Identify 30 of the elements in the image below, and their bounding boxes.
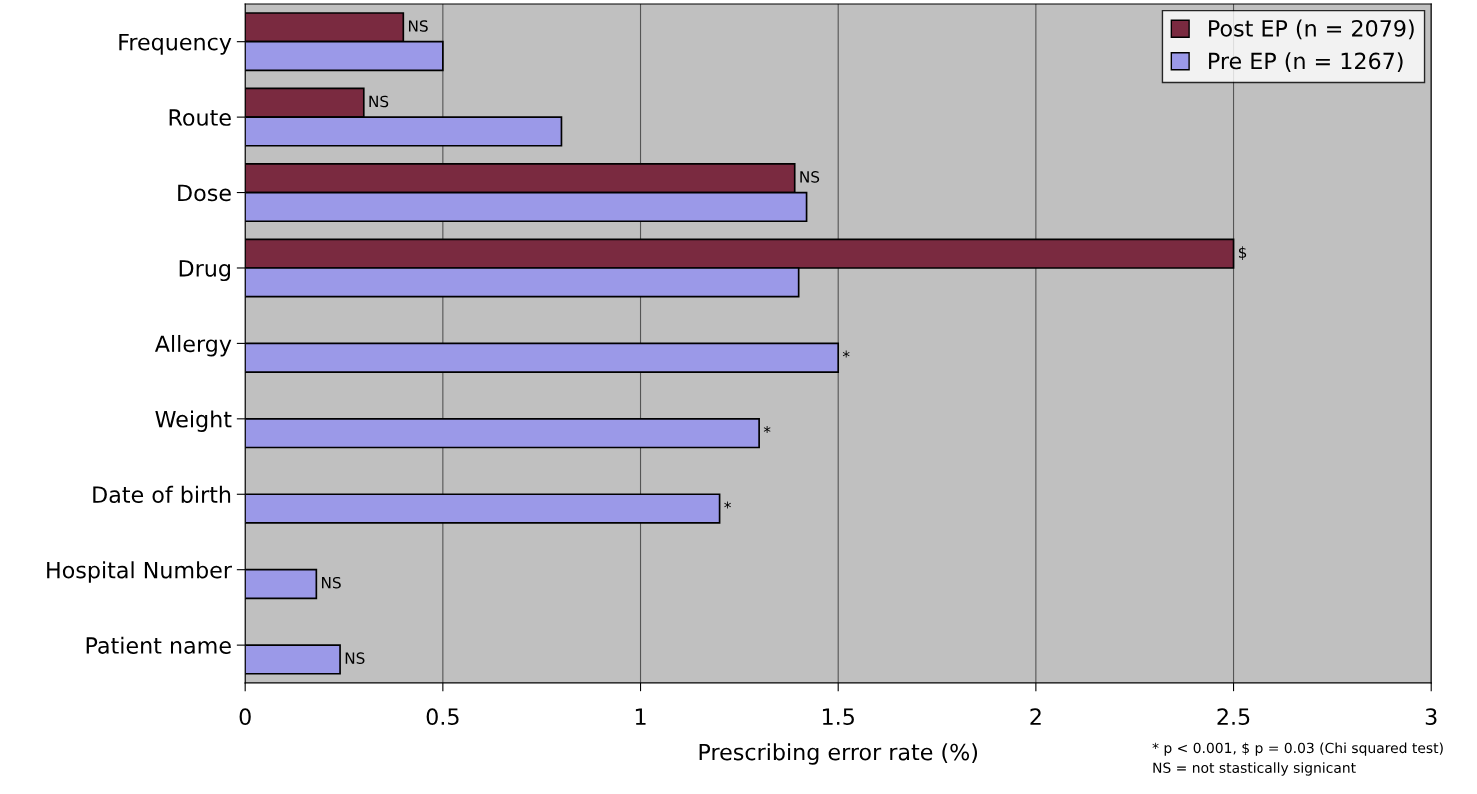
y-tick-label: Patient name: [86, 636, 231, 654]
data-label: NS: [369, 95, 389, 108]
y-tick-label: Frequency: [119, 33, 232, 55]
data-label: NS: [408, 20, 428, 32]
y-tick-label: Date of birth: [93, 485, 231, 504]
x-tick-label: 0: [239, 708, 251, 726]
y-tick-label: Hospital Number: [47, 561, 232, 583]
x-tick-label: 2: [1030, 708, 1041, 725]
legend-label: Post EP (n = 2079): [1209, 19, 1414, 40]
data-label: NS: [800, 171, 820, 183]
data-label: NS: [345, 652, 365, 664]
x-tick-label: 0.5: [426, 708, 459, 726]
data-label: $: [1238, 246, 1247, 261]
y-tick-label: Dose: [178, 184, 231, 202]
data-label: NS: [322, 576, 341, 589]
y-tick-label: Drug: [179, 260, 230, 282]
x-axis-title: Prescribing error rate (%): [699, 743, 978, 765]
x-tick-label: 2.5: [1217, 708, 1250, 726]
y-tick-label: Weight: [155, 410, 232, 432]
legend-label: Pre EP (n = 1267): [1209, 52, 1403, 72]
text: * p < 0.001, $ p = 0.03 (Chi squared test): [1152, 742, 1443, 756]
y-tick-label: Allergy: [154, 334, 232, 357]
data-label: *: [763, 426, 771, 434]
y-tick-label: Route: [169, 109, 231, 126]
x-tick-label: 1.5: [822, 708, 854, 726]
x-tick-label: 1: [635, 708, 646, 725]
data-label: *: [724, 501, 731, 509]
text: NS = not stastically signicant: [1153, 762, 1356, 776]
x-tick-label: 3: [1425, 708, 1437, 726]
data-label: *: [842, 350, 850, 358]
